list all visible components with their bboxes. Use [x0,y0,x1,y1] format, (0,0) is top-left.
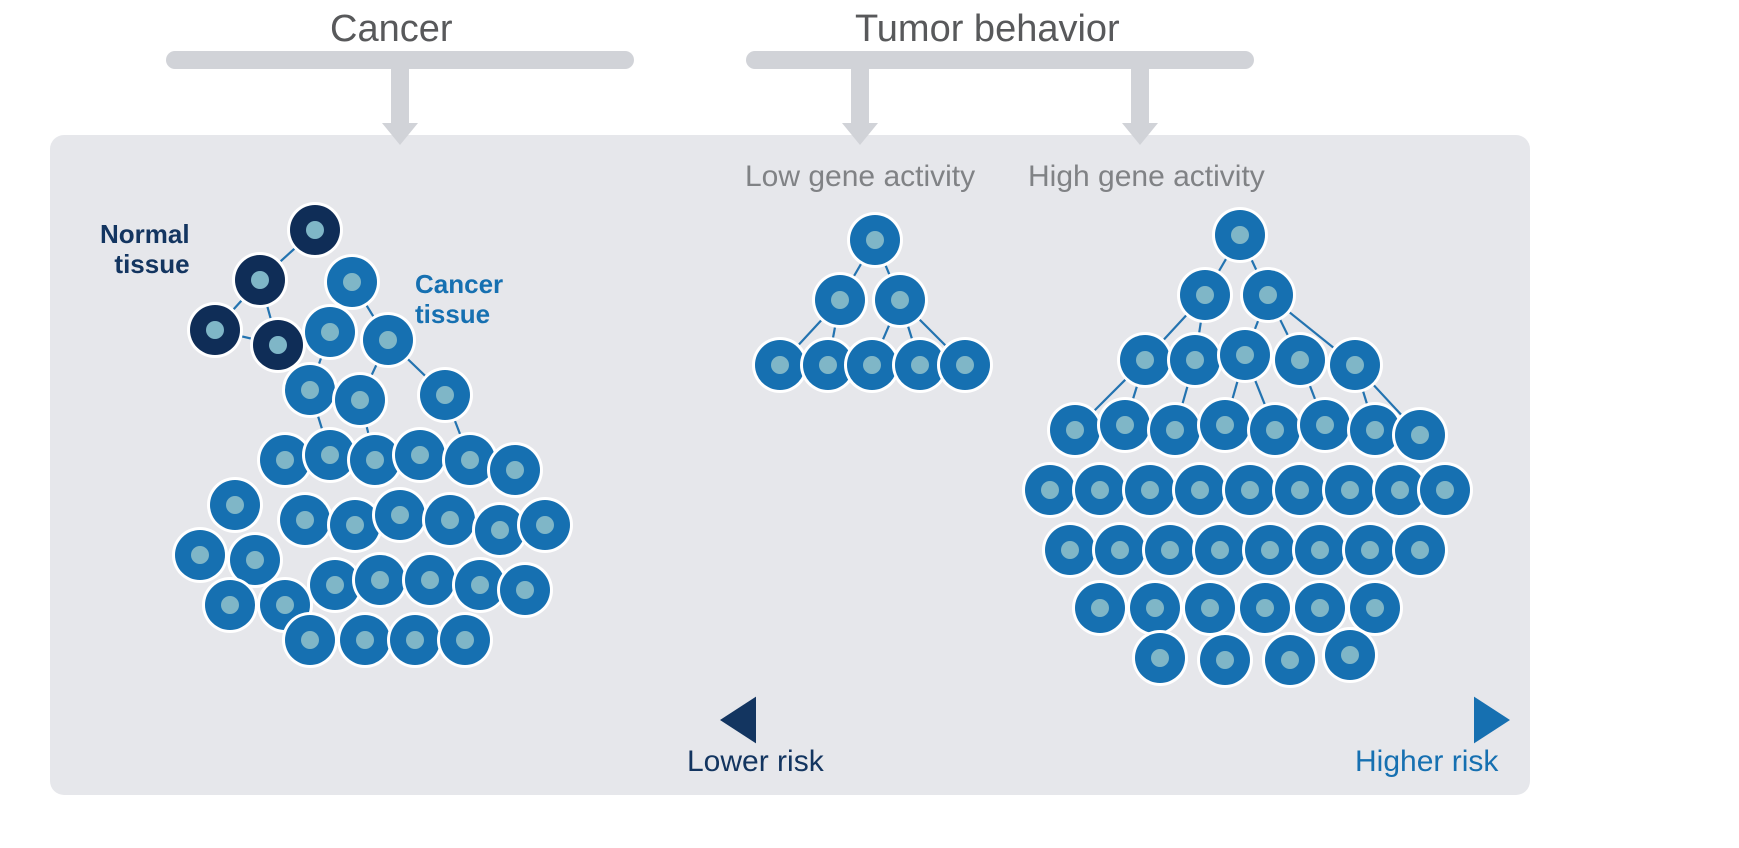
heading-cancer: Cancer [330,8,453,51]
label-cancer-tissue-l1: Cancer [415,269,503,299]
label-normal-tissue-l1: Normal [100,219,190,249]
label-lower-risk: Lower risk [687,745,824,779]
panel-background [50,135,1530,795]
label-cancer-tissue-l2: tissue [415,299,490,329]
heading-tumor-behavior: Tumor behavior [855,8,1120,51]
label-high-gene-activity: High gene activity [1028,160,1265,194]
label-low-gene-activity: Low gene activity [745,160,975,194]
label-normal-tissue: Normal tissue [100,220,190,280]
label-cancer-tissue: Cancer tissue [415,270,503,330]
label-higher-risk: Higher risk [1355,745,1498,779]
label-normal-tissue-l2: tissue [114,249,189,279]
